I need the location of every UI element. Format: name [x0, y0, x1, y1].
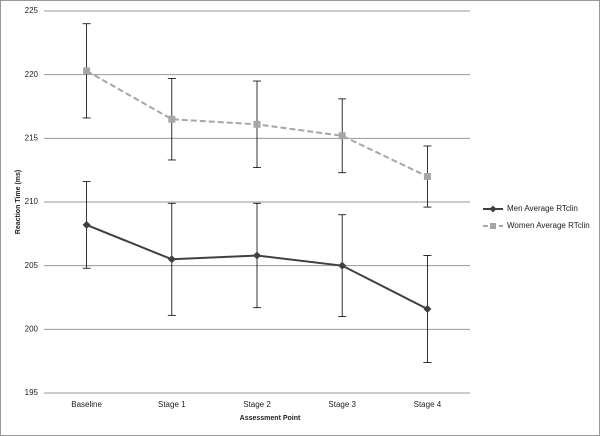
y-tick-label: 210 [25, 197, 39, 206]
x-tick-label: Stage 3 [328, 400, 356, 409]
marker [82, 220, 91, 229]
x-tick-label: Baseline [71, 400, 102, 409]
y-tick-label: 215 [25, 133, 39, 142]
y-tick-label: 205 [25, 261, 39, 270]
marker [338, 132, 346, 140]
marker [167, 255, 176, 264]
marker [423, 173, 431, 181]
x-tick-label: Stage 4 [414, 400, 442, 409]
marker [83, 67, 91, 75]
x-tick-label: Stage 2 [243, 400, 271, 409]
marker [338, 261, 347, 270]
x-tick-label: Stage 1 [158, 400, 186, 409]
y-tick-label: 195 [25, 388, 39, 397]
marker [253, 251, 261, 260]
legend-label: Men Average RTclin [507, 204, 578, 213]
legend-marker [489, 205, 497, 213]
y-tick-label: 225 [25, 6, 39, 15]
legend-marker [490, 223, 496, 229]
y-tick-label: 220 [25, 70, 39, 79]
marker [168, 115, 176, 123]
y-axis-label: Reaction Time (ms) [15, 170, 22, 234]
marker [253, 120, 261, 128]
legend-label: Women Average RTclin [507, 221, 590, 230]
marker [423, 304, 432, 313]
y-tick-label: 200 [25, 324, 39, 333]
x-axis-label: Assessment Point [240, 415, 301, 422]
